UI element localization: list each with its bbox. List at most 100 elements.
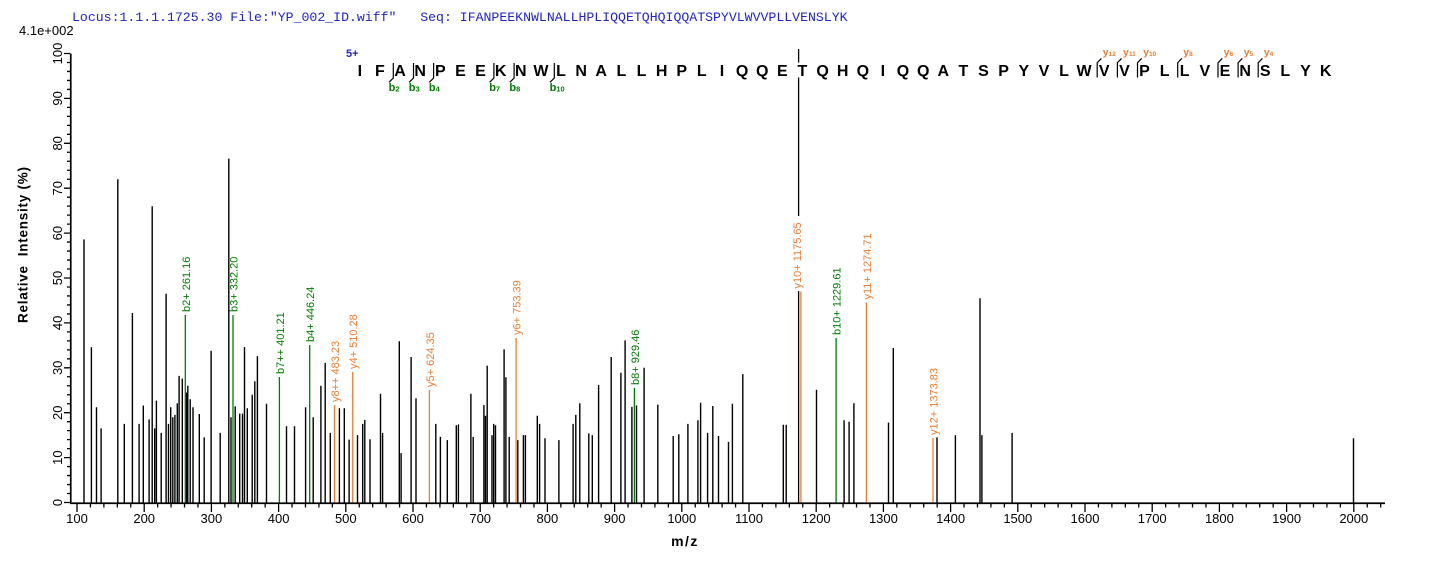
svg-text:800: 800 — [537, 511, 559, 526]
svg-text:50: 50 — [50, 271, 65, 285]
svg-text:0: 0 — [50, 499, 65, 506]
svg-text:1100: 1100 — [735, 511, 763, 526]
svg-text:H: H — [837, 63, 849, 80]
svg-text:y6: y6 — [1224, 47, 1234, 59]
svg-text:1200: 1200 — [802, 511, 831, 526]
svg-text:300: 300 — [201, 511, 223, 526]
svg-text:E: E — [475, 63, 486, 80]
svg-text:E: E — [777, 63, 788, 80]
svg-text:Q: Q — [857, 63, 869, 80]
svg-text:60: 60 — [50, 226, 65, 240]
svg-text:Q: Q — [897, 63, 909, 80]
svg-text:N: N — [1239, 63, 1251, 80]
svg-text:y4+ 510.28: y4+ 510.28 — [348, 314, 360, 369]
svg-text:y10+ 1175.65: y10+ 1175.65 — [792, 222, 804, 288]
svg-text:b7: b7 — [489, 82, 500, 94]
svg-text:F: F — [375, 63, 385, 80]
svg-text:L: L — [556, 63, 566, 80]
svg-text:E: E — [1220, 63, 1231, 80]
svg-text:600: 600 — [402, 511, 424, 526]
svg-text:V: V — [1099, 63, 1110, 80]
svg-text:Q: Q — [917, 63, 929, 80]
svg-text:L: L — [637, 63, 647, 80]
svg-text:4.1e+002: 4.1e+002 — [19, 23, 74, 38]
svg-text:100: 100 — [66, 511, 88, 526]
svg-text:30: 30 — [50, 361, 65, 375]
svg-text:A: A — [595, 63, 607, 80]
svg-text:y12+ 1373.83: y12+ 1373.83 — [929, 368, 941, 435]
svg-text:S: S — [1260, 63, 1271, 80]
svg-text:P: P — [998, 63, 1009, 80]
svg-text:N: N — [414, 63, 426, 80]
svg-text:y8++ 483.23: y8++ 483.23 — [330, 341, 342, 402]
svg-text:1500: 1500 — [1003, 511, 1032, 526]
svg-text:40: 40 — [50, 316, 65, 330]
svg-text:N: N — [515, 63, 527, 80]
svg-text:b7++ 401.21: b7++ 401.21 — [275, 312, 287, 374]
svg-text:P: P — [1139, 63, 1150, 80]
svg-text:P: P — [435, 63, 446, 80]
svg-text:b2+ 261.16: b2+ 261.16 — [181, 257, 193, 312]
svg-text:b4: b4 — [429, 82, 441, 94]
svg-text:V: V — [1119, 63, 1130, 80]
svg-text:Q: Q — [736, 63, 748, 80]
svg-text:S: S — [978, 63, 989, 80]
svg-text:y11+ 1274.71: y11+ 1274.71 — [862, 233, 874, 299]
svg-text:1300: 1300 — [869, 511, 898, 526]
svg-text:L: L — [1160, 63, 1170, 80]
svg-text:1900: 1900 — [1272, 511, 1301, 526]
svg-text:L: L — [697, 63, 707, 80]
svg-text:T: T — [798, 63, 808, 80]
svg-text:y6+ 753.39: y6+ 753.39 — [512, 280, 524, 335]
svg-text:y5: y5 — [1244, 47, 1254, 59]
svg-text:Q: Q — [816, 63, 828, 80]
svg-text:700: 700 — [469, 511, 491, 526]
svg-text:I: I — [720, 63, 724, 80]
svg-text:80: 80 — [50, 136, 65, 150]
svg-text:Y: Y — [1018, 63, 1029, 80]
svg-text:b8: b8 — [509, 82, 520, 94]
svg-text:b4+ 446.24: b4+ 446.24 — [305, 287, 317, 342]
svg-text:Relative Intensity (%): Relative Intensity (%) — [16, 166, 31, 323]
svg-text:W: W — [1077, 63, 1093, 80]
svg-text:L: L — [1059, 63, 1069, 80]
svg-text:L: L — [1180, 63, 1190, 80]
svg-text:A: A — [394, 63, 406, 80]
svg-text:b8+ 929.46: b8+ 929.46 — [630, 330, 642, 385]
svg-text:I: I — [881, 63, 885, 80]
svg-text:2000: 2000 — [1339, 511, 1368, 526]
svg-text:Q: Q — [756, 63, 768, 80]
svg-text:1000: 1000 — [667, 511, 696, 526]
svg-text:b10+ 1229.61: b10+ 1229.61 — [832, 267, 844, 335]
svg-text:L: L — [1280, 63, 1290, 80]
svg-text:1800: 1800 — [1205, 511, 1234, 526]
svg-text:90: 90 — [50, 91, 65, 105]
svg-text:T: T — [959, 63, 969, 80]
svg-text:1700: 1700 — [1138, 511, 1167, 526]
svg-text:200: 200 — [133, 511, 155, 526]
svg-text:20: 20 — [50, 405, 65, 419]
svg-text:Locus:1.1.1.1725.30 File:"YP_0: Locus:1.1.1.1725.30 File:"YP_002_ID.wiff… — [72, 10, 848, 25]
svg-text:A: A — [938, 63, 950, 80]
svg-text:V: V — [1199, 63, 1210, 80]
svg-text:10: 10 — [50, 450, 65, 464]
svg-text:K: K — [495, 63, 507, 80]
svg-text:H: H — [656, 63, 668, 80]
svg-text:1600: 1600 — [1071, 511, 1100, 526]
svg-text:P: P — [676, 63, 687, 80]
svg-text:5+: 5+ — [346, 48, 359, 60]
svg-text:70: 70 — [50, 181, 65, 195]
svg-text:b10: b10 — [550, 82, 565, 94]
svg-text:V: V — [1039, 63, 1050, 80]
svg-text:y5+ 624.35: y5+ 624.35 — [425, 332, 437, 387]
svg-text:900: 900 — [604, 511, 626, 526]
svg-text:E: E — [455, 63, 466, 80]
svg-text:K: K — [1320, 63, 1332, 80]
svg-text:W: W — [533, 63, 549, 80]
svg-text:Y: Y — [1300, 63, 1311, 80]
svg-text:500: 500 — [335, 511, 357, 526]
svg-text:N: N — [575, 63, 587, 80]
svg-text:b2: b2 — [389, 82, 400, 94]
svg-text:y4: y4 — [1264, 47, 1274, 59]
svg-text:1400: 1400 — [936, 511, 965, 526]
